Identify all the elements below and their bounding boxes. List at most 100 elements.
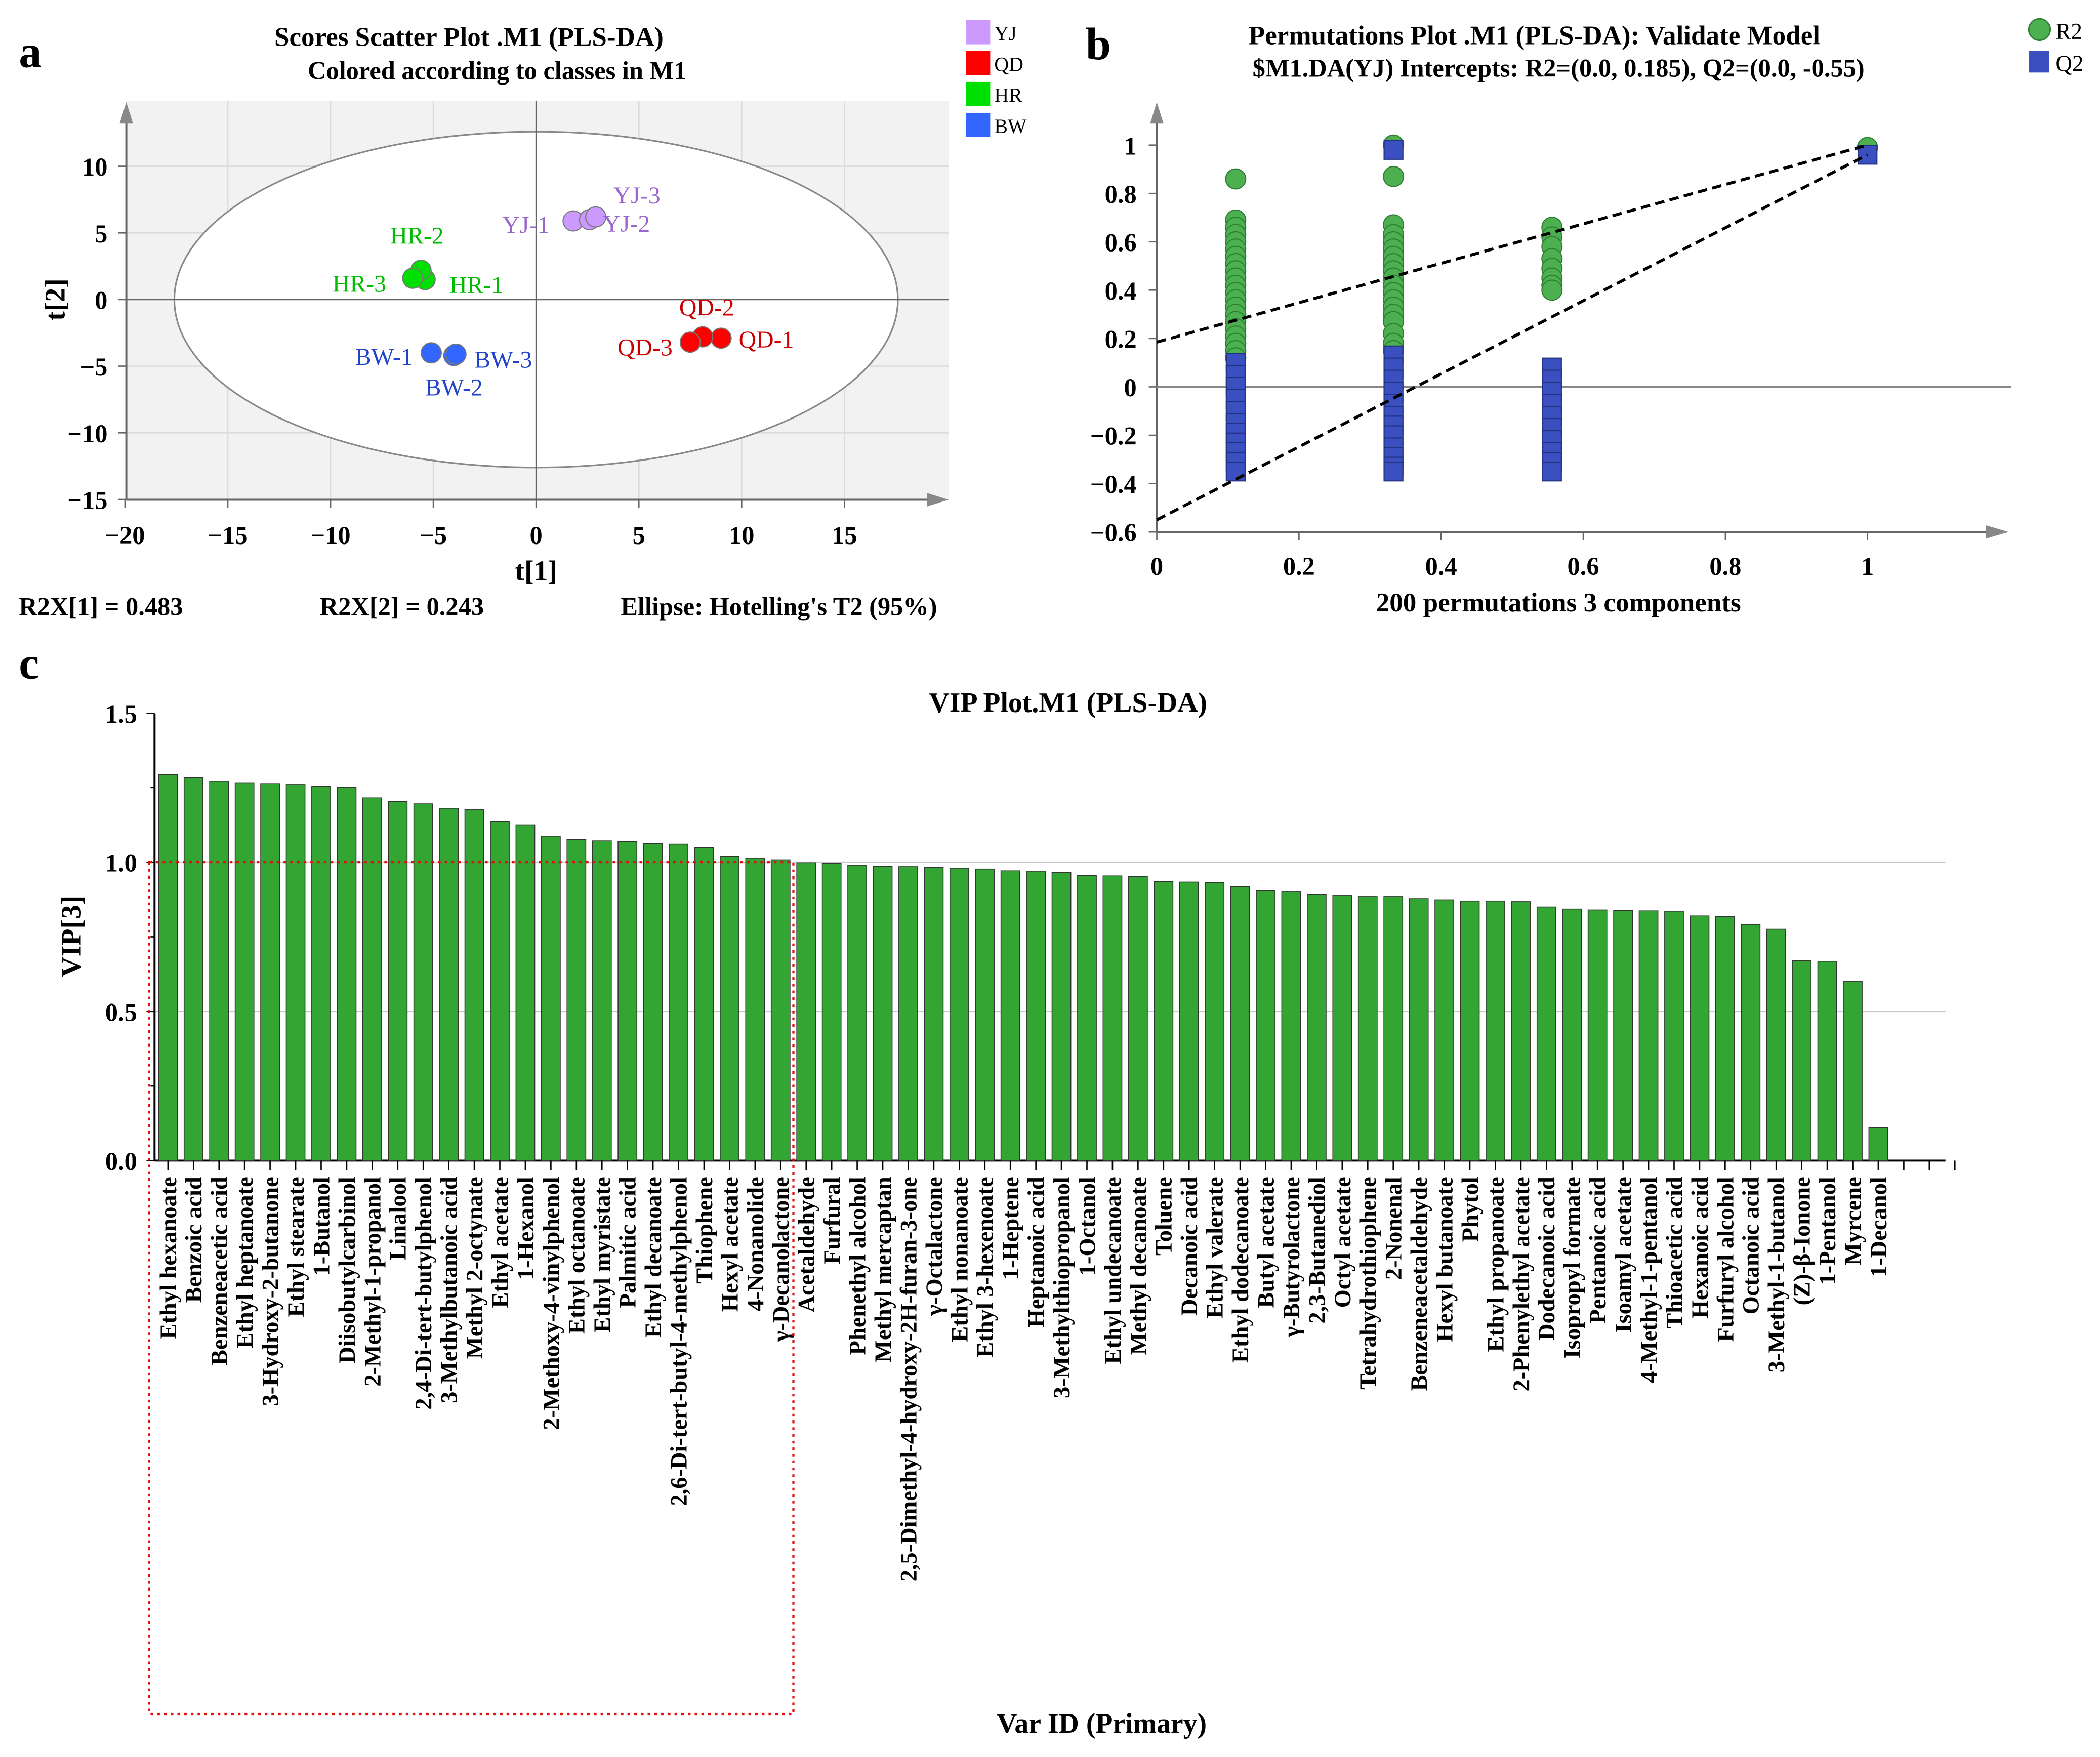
x-tick-label: Furfural [819,1177,845,1264]
vip-bar [1766,928,1786,1161]
y-tick-label: 0 [95,286,107,315]
x-tick-label: γ-Decanolactone [768,1177,794,1342]
legend-swatch-qd [966,51,991,75]
x-tick-label: 0.8 [1709,552,1741,580]
vip-bar [949,868,969,1161]
vip-bar [643,843,663,1161]
vip-bar [1638,910,1659,1161]
x-tick-label: Ethyl dodecanoate [1228,1177,1254,1363]
vip-bar [1741,924,1761,1161]
x-tick-label: Benzeneacetaldehyde [1407,1177,1432,1391]
score-point [679,331,701,353]
vip-bar [847,865,867,1161]
x-tick-label: Tetrahydrothiophene [1355,1177,1381,1390]
vip-bar [1613,910,1633,1161]
vip-bar [1817,960,1837,1161]
vip-bar [796,862,816,1161]
vip-bar [1868,1127,1888,1161]
x-tick-label: 2,3-Butanediol [1304,1177,1330,1323]
vip-bar [1460,900,1480,1161]
vip-bar [1664,910,1684,1161]
vip-bar [592,840,612,1161]
x-tick-label: Thiophene [692,1177,718,1284]
vip-bar [234,782,255,1161]
x-tick-label: 3-Methylbutanoic acid [437,1177,463,1403]
x-axis-label: 200 permutations 3 components [1376,588,1741,617]
x-tick-label: Octanoic acid [1739,1177,1764,1314]
x-tick-label: 1-Pentanol [1815,1177,1841,1285]
vip-bar [1179,881,1199,1161]
score-point-label: BW-1 [355,344,413,370]
y-axis-label: VIP[3] [56,896,87,977]
y-tick-label: −0.4 [1090,470,1137,498]
x-tick-label: Butyl acetate [1253,1177,1279,1308]
x-tick-label: Benzoic acid [181,1177,207,1303]
x-tick-label: 4-Nonanolide [743,1177,769,1311]
score-point-label: BW-2 [425,374,483,401]
x-tick-label: Methyl decanoate [1126,1177,1151,1355]
legend-label: QD [994,54,1023,76]
panel-b-permutation-plot: 0 0.2 0.4 0.6 0.8 1 1 0.8 0.6 0.4 0.2 0 −0.2 −0.4 −0.6… [1090,18,2083,617]
ellipse-label: Ellipse: Hotelling's T2 (95%) [621,593,937,621]
x-tick-label: 2,6-Di-tert-butyl-4-methylphenol [666,1177,692,1506]
y-tick-label: 5 [95,220,107,248]
x-tick-label: Dodecanoic acid [1534,1177,1560,1341]
chart-subtitle: $M1.DA(YJ) Intercepts: R2=(0.0, 0.185), … [1253,54,1865,82]
vip-bar [1690,915,1710,1161]
r2-point [1541,279,1563,301]
x-tick-label: 3-Hydroxy-2-butanone [258,1177,284,1406]
x-tick-label: 3-Methyl-1-butanol [1764,1177,1790,1372]
x-tick-label: 2,5-Dimethyl-4-hydroxy-2H-furan-3-one [896,1177,922,1581]
score-point [445,343,467,365]
vip-bar [975,868,995,1161]
vip-bar [566,839,587,1161]
x-axis-arrow [1986,525,2009,539]
score-point-label: HR-1 [449,272,503,299]
vip-bar [413,803,433,1161]
vip-bar [873,866,893,1161]
x-tick-label: Diisobutylcarbinol [335,1177,360,1363]
score-point-label: YJ-3 [613,182,661,209]
vip-bar [1357,896,1378,1161]
vip-bar [1102,875,1123,1161]
score-point-label: QD-1 [739,326,794,353]
x-tick-label: −10 [310,521,350,550]
vip-bar [694,847,714,1161]
x-tick-label: Ethyl myristate [590,1177,615,1332]
x-tick-label: Acetaldehyde [794,1177,820,1312]
vip-bar [1383,896,1404,1161]
vip-bar [1434,899,1454,1161]
x-axis-label: Var ID (Primary) [997,1708,1207,1739]
y-tick-label: 0.2 [1105,325,1137,353]
x-tick-label: −5 [420,521,447,550]
legend-r2-marker [2028,18,2051,41]
score-point-label: HR-2 [390,222,444,249]
vip-bar [362,797,382,1161]
x-tick-label: −20 [105,521,145,550]
score-point [710,327,732,349]
vip-bar [1715,916,1735,1161]
x-tick-label: Toluene [1151,1177,1177,1256]
r2x1-label: R2X[1] = 0.483 [19,593,183,621]
x-tick-label: 15 [832,521,857,550]
y-tick-label: 10 [82,153,107,181]
vip-bar [285,784,306,1161]
vip-bar [1486,900,1505,1161]
x-tick-label: Phytol [1458,1177,1484,1242]
score-point-label: YJ-2 [603,211,650,237]
x-tick-label: Thioacetic acid [1662,1177,1687,1329]
x-tick-label: Ethyl propanoate [1483,1177,1509,1352]
y-axis-arrow [119,102,133,124]
vip-bar [464,809,484,1161]
y-tick-label: −15 [67,486,107,514]
vip-bar [1256,890,1275,1161]
vip-bar [898,866,918,1161]
x-tick-label: 1-Butanol [309,1177,335,1276]
x-tick-label: 2-Methoxy-4-vinylphenol [539,1177,564,1430]
vip-bar [541,836,561,1161]
vip-bar [720,856,739,1161]
vip-bar [1281,891,1301,1161]
q2-point [1542,462,1562,482]
